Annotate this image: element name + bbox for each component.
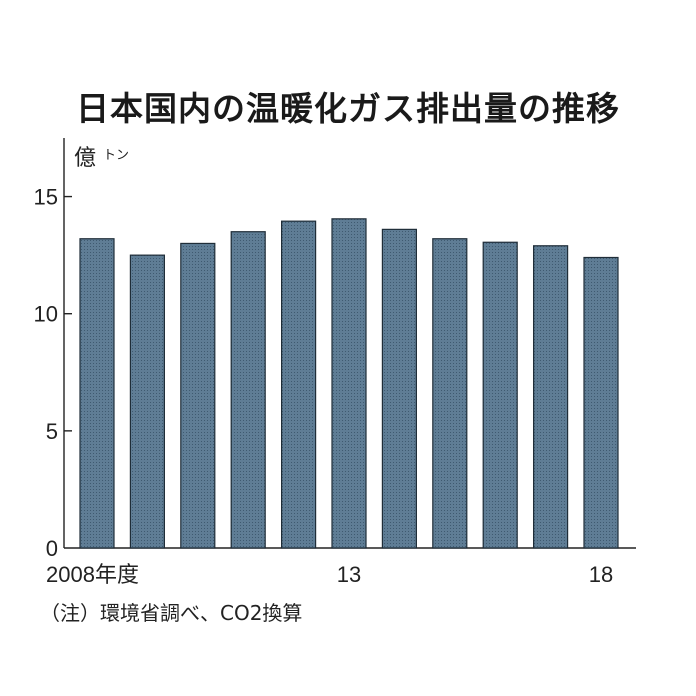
x-tick-label: 13 bbox=[337, 562, 361, 587]
bar-2008年度 bbox=[79, 238, 115, 549]
bar-12 bbox=[281, 220, 317, 549]
bar-11 bbox=[230, 231, 266, 549]
x-tick-label: 2008年度 bbox=[46, 562, 139, 587]
bar-15 bbox=[432, 238, 468, 549]
y-unit-sub: トン bbox=[103, 148, 129, 163]
x-tick-label: 18 bbox=[589, 562, 613, 587]
y-tick-label: 15 bbox=[34, 185, 58, 210]
bar-18 bbox=[583, 256, 619, 549]
y-tick-label: 10 bbox=[34, 302, 58, 327]
bar-17 bbox=[532, 245, 569, 549]
source-note: （注）環境省調べ、CO2換算 bbox=[40, 601, 303, 625]
chart-title: 日本国内の温暖化ガス排出量の推移 bbox=[76, 89, 620, 128]
bars bbox=[79, 218, 619, 549]
bar-09 bbox=[129, 254, 165, 549]
bar-16 bbox=[482, 241, 518, 549]
bar-14 bbox=[381, 228, 417, 549]
axis-labels: 億 トン 0 5 10 15 2008年度 13 18 bbox=[34, 146, 614, 587]
y-unit-label: 億 トン bbox=[74, 146, 129, 171]
bar-10 bbox=[180, 242, 216, 549]
y-tick-label: 5 bbox=[46, 419, 58, 444]
y-tick-label: 0 bbox=[46, 536, 58, 561]
bar-13 bbox=[331, 218, 367, 549]
y-unit-main: 億 bbox=[74, 146, 96, 171]
